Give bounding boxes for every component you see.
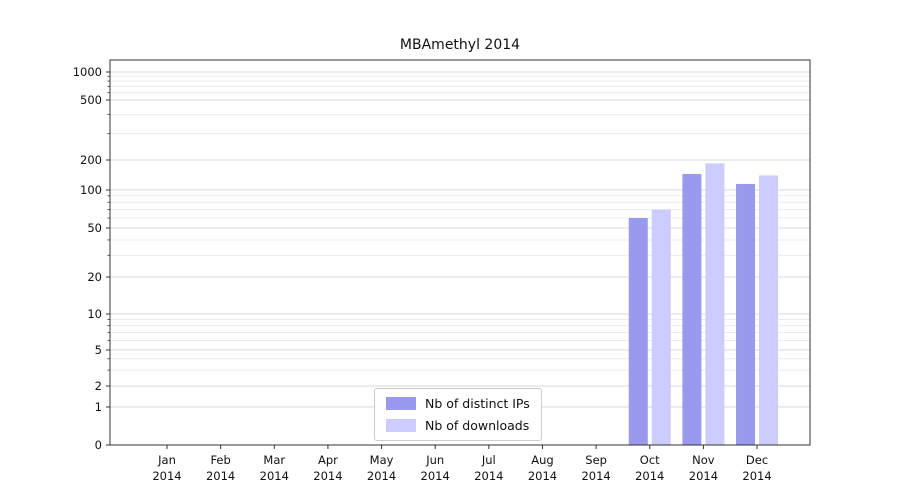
x-tick-year: 2014 [742, 469, 772, 483]
x-tick-month: Aug [531, 453, 554, 467]
legend: Nb of distinct IPs Nb of downloads [374, 388, 542, 441]
y-tick-label: 500 [80, 93, 102, 107]
x-tick-month: Nov [692, 453, 715, 467]
x-tick-label: Jan 2014 [137, 452, 197, 484]
legend-item-downloads: Nb of downloads [386, 418, 530, 433]
x-tick-month: Apr [317, 453, 338, 467]
x-tick-label: Feb 2014 [191, 452, 251, 484]
y-tick-label: 1000 [72, 65, 102, 79]
y-tick-label: 0 [94, 438, 102, 452]
bar-distinct-ips [736, 183, 756, 445]
x-tick-label: Apr 2014 [298, 452, 358, 484]
legend-item-distinct-ips: Nb of distinct IPs [386, 396, 530, 411]
bar-distinct-ips [682, 173, 702, 446]
x-tick-year: 2014 [527, 469, 558, 483]
x-tick-year: 2014 [581, 469, 611, 483]
x-tick-month: Mar [263, 453, 286, 467]
x-tick-month: Oct [639, 453, 660, 467]
x-tick-month: Dec [745, 453, 769, 467]
x-tick-year: 2014 [635, 469, 665, 483]
x-tick-month: May [369, 453, 394, 467]
x-tick-year: 2014 [688, 469, 719, 483]
x-tick-label: May 2014 [352, 452, 412, 484]
bar-downloads [651, 209, 671, 445]
legend-label-distinct-ips: Nb of distinct IPs [425, 396, 530, 411]
y-tick-label: 10 [87, 306, 102, 321]
y-tick-label: 2 [94, 379, 102, 394]
y-tick-label: 50 [87, 221, 102, 235]
y-tick-label: 20 [87, 269, 102, 284]
legend-swatch-distinct-ips [386, 397, 416, 410]
x-tick-year: 2014 [420, 469, 450, 483]
legend-swatch-downloads [386, 419, 416, 432]
plot-border [109, 59, 811, 446]
x-tick-label: Jun 2014 [405, 452, 465, 484]
x-tick-year: 2014 [366, 469, 397, 483]
x-tick-month: Jun [426, 453, 445, 467]
bar-downloads [705, 163, 725, 445]
bar-distinct-ips [628, 218, 648, 445]
x-tick-month: Feb [210, 453, 231, 467]
y-tick-label: 5 [94, 342, 102, 357]
chart-title: MBAmethyl 2014 [399, 37, 521, 53]
x-tick-label: Mar 2014 [244, 452, 304, 484]
x-tick-label: Dec 2014 [727, 452, 787, 484]
x-tick-label: Nov 2014 [673, 452, 733, 484]
x-tick-year: 2014 [259, 469, 289, 483]
x-tick-month: Sep [585, 453, 607, 467]
x-tick-label: Oct 2014 [620, 452, 680, 484]
y-tick-label: 1 [94, 400, 102, 414]
x-tick-year: 2014 [205, 469, 236, 483]
bar-downloads [759, 175, 779, 445]
x-tick-label: Aug 2014 [512, 452, 572, 484]
x-tick-month: Jul [481, 453, 496, 467]
x-tick-label: Sep 2014 [566, 452, 626, 484]
legend-label-downloads: Nb of downloads [425, 418, 530, 433]
y-tick-label: 200 [80, 152, 102, 167]
x-tick-month: Jan [158, 453, 176, 467]
x-tick-label: Jul 2014 [459, 452, 519, 484]
y-tick-label: 100 [80, 183, 102, 197]
x-tick-year: 2014 [152, 469, 182, 483]
x-tick-year: 2014 [474, 469, 504, 483]
x-tick-year: 2014 [313, 469, 343, 483]
